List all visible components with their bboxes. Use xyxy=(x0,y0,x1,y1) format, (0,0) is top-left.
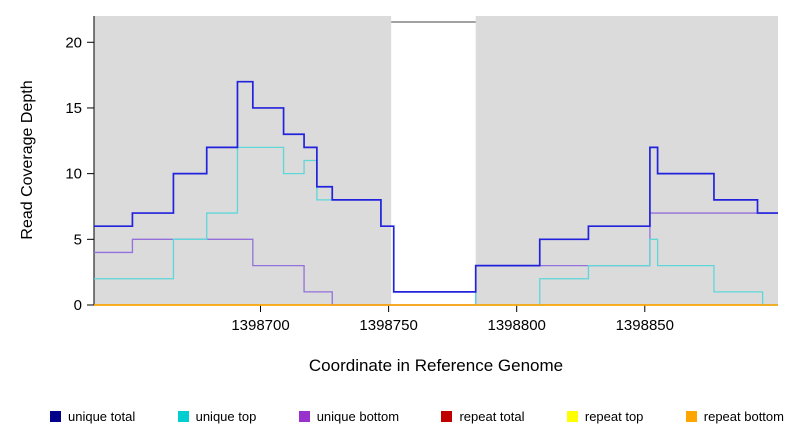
x-tick-label: 1398700 xyxy=(231,317,289,334)
unique-top-swatch-icon xyxy=(177,411,189,422)
y-tick-label: 20 xyxy=(65,34,82,51)
series-unique-total xyxy=(94,80,778,293)
coverage-chart: 1398700 1398750 1398800 1398850 0 5 10 15 20 xyxy=(65,16,778,334)
y-tick-label: 0 xyxy=(74,297,82,314)
legend-item-repeat-bottom: repeat bottom xyxy=(685,409,784,424)
legend-label: unique top xyxy=(195,409,257,424)
repeat-total-swatch-icon xyxy=(441,411,453,422)
unique-bottom-swatch-icon xyxy=(298,411,310,422)
chart-legend: unique total unique top unique bottom repea… xyxy=(50,409,784,424)
unique-total-swatch-icon xyxy=(50,411,61,422)
x-tick-label: 1398750 xyxy=(359,317,417,334)
legend-label: unique bottom xyxy=(316,409,400,424)
legend-item-unique-total: unique total xyxy=(50,409,135,424)
legend-label: repeat top xyxy=(584,409,644,424)
legend-label: repeat total xyxy=(459,409,525,424)
y-axis-title: Read Coverage Depth xyxy=(19,80,36,240)
legend-label: unique total xyxy=(68,409,136,424)
legend-item-repeat-total: repeat total xyxy=(441,409,525,424)
legend-item-unique-top: unique top xyxy=(177,409,257,424)
coverage-shaded-region xyxy=(475,16,778,305)
legend-item-repeat-top: repeat top xyxy=(566,409,644,424)
legend-label: repeat bottom xyxy=(703,409,784,424)
y-tick-label: 15 xyxy=(65,100,82,117)
repeat-top-swatch-icon xyxy=(566,411,578,422)
y-tick-label: 10 xyxy=(65,166,82,183)
x-tick-label: 1398850 xyxy=(616,317,674,334)
x-axis-title: Coordinate in Reference Genome xyxy=(308,356,564,375)
coverage-shaded-region xyxy=(94,16,392,305)
repeat-bottom-swatch-icon xyxy=(685,411,697,422)
y-tick-label: 5 xyxy=(74,231,82,248)
x-tick-label: 1398800 xyxy=(487,317,545,334)
legend-item-unique-bottom: unique bottom xyxy=(298,409,400,424)
